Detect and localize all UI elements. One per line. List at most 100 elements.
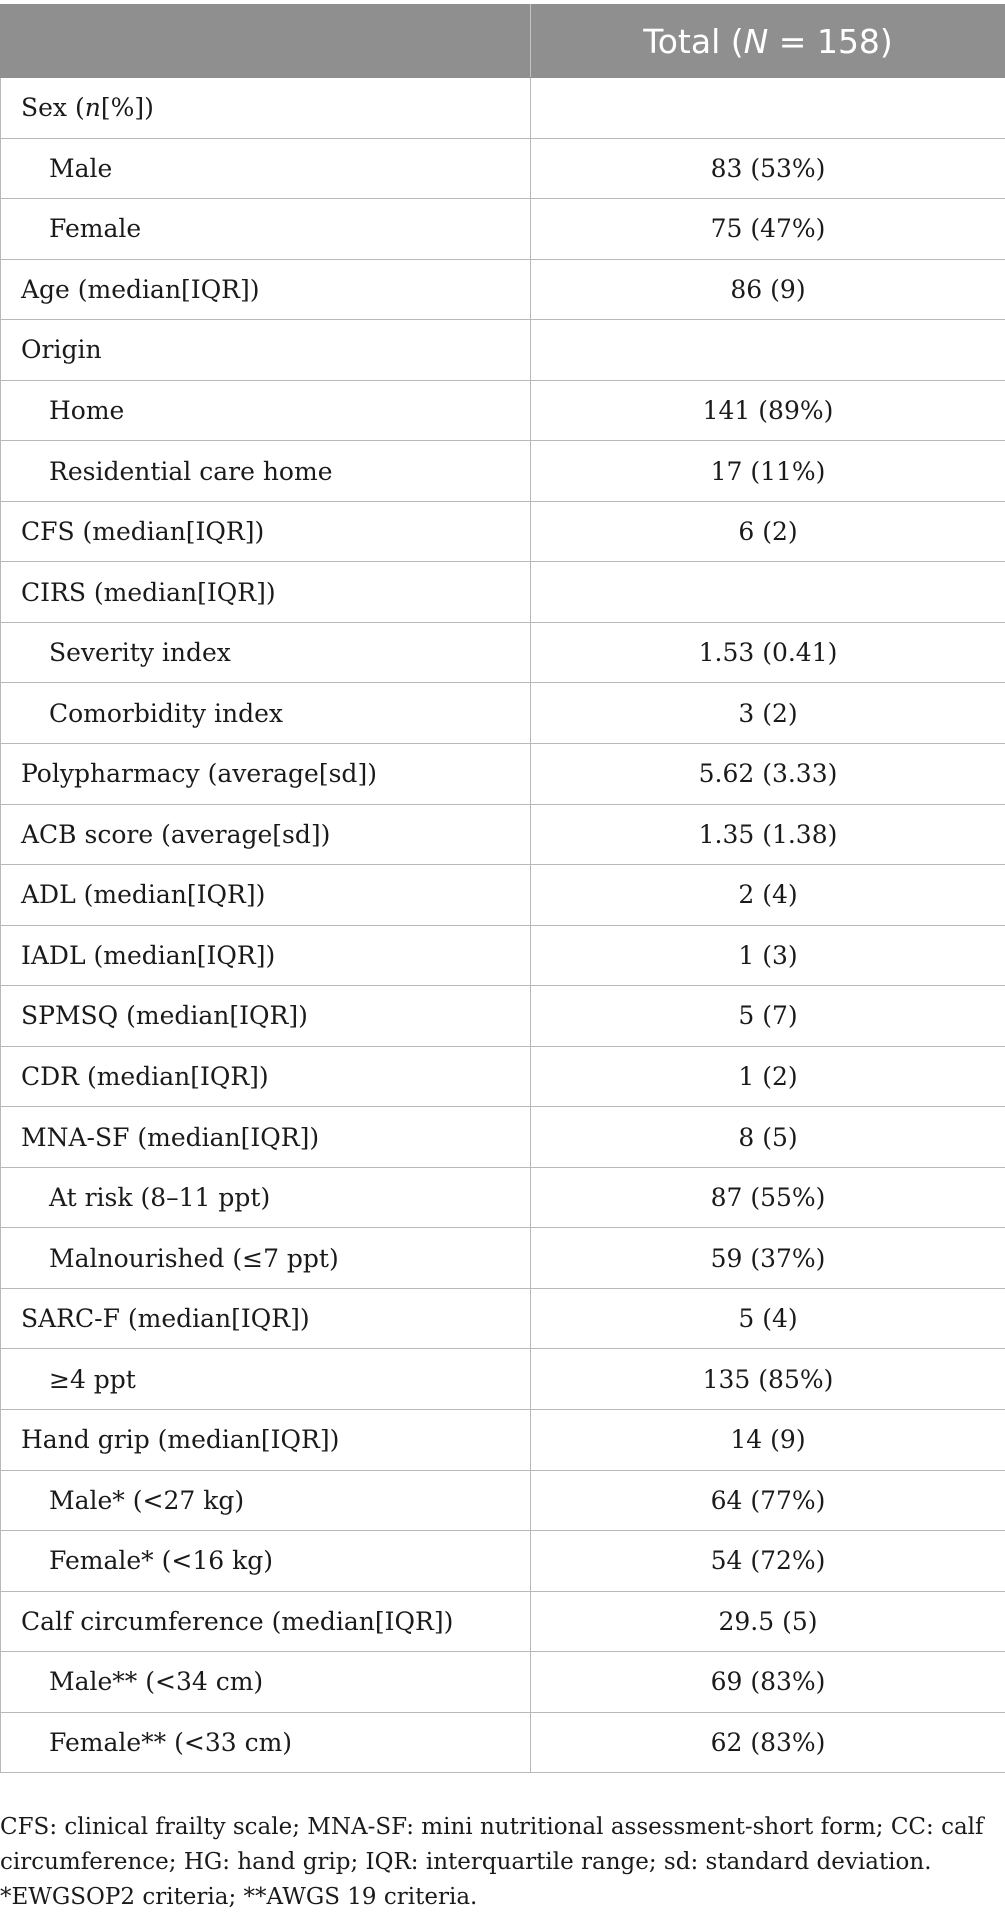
header-total-prefix: Total ( [643,21,744,61]
row-label: Severity index [0,621,531,684]
table-row: Male 83 (53%) [0,137,1005,200]
row-label-text: Female** (<33 cm) [49,1728,293,1758]
header-total-n-symbol: N [743,21,769,61]
row-label: Male [0,137,531,200]
row-label: Calf circumference (median[IQR]) [0,1590,531,1653]
row-label: Home [0,379,531,442]
row-value: 1.35 (1.38) [530,803,1005,866]
row-label: Female** (<33 cm) [0,1711,531,1774]
table-row: SPMSQ (median[IQR]) 5 (7) [0,985,1005,1047]
table-row: Male* (<27 kg) 64 (77%) [0,1469,1005,1532]
table-row: IADL (median[IQR]) 1 (3) [0,924,1005,987]
row-label-text: CDR (median[IQR]) [21,1062,269,1092]
row-value: 14 (9) [530,1409,1005,1471]
table-row: Comorbidity index 3 (2) [0,682,1005,745]
row-value: 75 (47%) [530,198,1005,260]
table-row: CDR (median[IQR]) 1 (2) [0,1045,1005,1108]
table-row: Female 75 (47%) [0,198,1005,260]
row-label-text: Origin [21,335,102,365]
table-row: Residential care home 17 (11%) [0,440,1005,502]
table-row: SARC-F (median[IQR]) 5 (4) [0,1287,1005,1350]
table-row: CIRS (median[IQR]) [0,561,1005,623]
row-label: Malnourished (≤7 ppt) [0,1227,531,1289]
header-total-suffix: = 158) [768,21,893,61]
row-label: Age (median[IQR]) [0,258,531,321]
table-row: At risk (8–11 ppt) 87 (55%) [0,1166,1005,1229]
row-label-text: Male [49,153,113,183]
row-label: Comorbidity index [0,682,531,745]
row-value: 1.53 (0.41) [530,621,1005,684]
table-row: ACB score (average[sd]) 1.35 (1.38) [0,803,1005,866]
table-row: Female* (<16 kg) 54 (72%) [0,1530,1005,1592]
row-label: Male** (<34 cm) [0,1651,531,1713]
row-value [530,319,1005,381]
row-value: 135 (85%) [530,1348,1005,1411]
row-label: SARC-F (median[IQR]) [0,1287,531,1350]
row-label: Female* (<16 kg) [0,1530,531,1592]
row-value [530,561,1005,623]
row-value: 86 (9) [530,258,1005,321]
row-label: Sex (n[%]) [0,77,531,139]
row-label-text: MNA-SF (median[IQR]) [21,1122,320,1152]
table-row: Home 141 (89%) [0,379,1005,442]
table-row: ≥4 ppt 135 (85%) [0,1348,1005,1411]
characteristics-table: Total (N = 158) Sex (n[%]) Male 83 (53%) Fe… [0,4,1005,1774]
header-label-column [0,4,531,78]
row-label-text: Severity index [49,638,231,668]
row-label: CDR (median[IQR]) [0,1045,531,1108]
row-value: 29.5 (5) [530,1590,1005,1653]
row-label: Hand grip (median[IQR]) [0,1409,531,1471]
table-row: Origin [0,319,1005,381]
row-label-text: Male** (<34 cm) [49,1667,264,1697]
row-label-text: Home [49,396,125,425]
table-row: MNA-SF (median[IQR]) 8 (5) [0,1106,1005,1168]
row-label: Polypharmacy (average[sd]) [0,743,531,805]
row-value: 1 (2) [530,1045,1005,1108]
row-label-text: Female [49,214,142,244]
table-row: Severity index 1.53 (0.41) [0,621,1005,684]
row-value: 87 (55%) [530,1166,1005,1229]
row-value: 59 (37%) [530,1227,1005,1289]
row-value: 17 (11%) [530,440,1005,502]
row-value: 5 (7) [530,985,1005,1047]
row-label-text: ACB score (average[sd]) [21,819,331,849]
table-row: Sex (n[%]) [0,77,1005,139]
row-label-tail: [%]) [100,93,154,123]
row-label-text: At risk (8–11 ppt) [49,1183,271,1213]
table-footnote: CFS: clinical frailty scale; MNA-SF: min… [0,1814,984,1910]
row-value: 1 (3) [530,924,1005,987]
row-label-text: Calf circumference (median[IQR]) [21,1606,454,1636]
row-value: 5 (4) [530,1287,1005,1350]
table-row: Polypharmacy (average[sd]) 5.62 (3.33) [0,743,1005,805]
table-body: Sex (n[%]) Male 83 (53%) Female 75 (47%) Age … [0,77,1005,1774]
row-label-text: Malnourished (≤7 ppt) [49,1243,339,1273]
row-label-text: ADL (median[IQR]) [21,880,266,910]
row-label: Female [0,198,531,260]
row-value: 141 (89%) [530,379,1005,442]
row-label-text: Hand grip (median[IQR]) [21,1425,340,1455]
table-row: CFS (median[IQR]) 6 (2) [0,500,1005,563]
row-label: CIRS (median[IQR]) [0,561,531,623]
row-value: 69 (83%) [530,1651,1005,1713]
row-value: 64 (77%) [530,1469,1005,1532]
row-label: MNA-SF (median[IQR]) [0,1106,531,1168]
header-total-column: Total (N = 158) [530,4,1005,78]
table-header-row: Total (N = 158) [0,4,1005,78]
row-label-text: Polypharmacy (average[sd]) [21,759,377,789]
row-label-text: Comorbidity index [49,698,283,728]
row-label-italic: n [84,93,101,123]
row-label-text: SARC-F (median[IQR]) [21,1304,310,1334]
row-label: ADL (median[IQR]) [0,864,531,926]
row-value [530,77,1005,139]
row-label-text: Sex ( [21,93,85,123]
row-label: CFS (median[IQR]) [0,500,531,563]
row-value: 83 (53%) [530,137,1005,200]
table-row: Hand grip (median[IQR]) 14 (9) [0,1409,1005,1471]
table-row: Age (median[IQR]) 86 (9) [0,258,1005,321]
row-label-text: Age (median[IQR]) [21,274,260,304]
row-value: 5.62 (3.33) [530,743,1005,805]
row-label-text: IADL (median[IQR]) [21,940,276,970]
row-label: At risk (8–11 ppt) [0,1166,531,1229]
row-label-text: SPMSQ (median[IQR]) [21,1001,308,1031]
row-value: 2 (4) [530,864,1005,926]
